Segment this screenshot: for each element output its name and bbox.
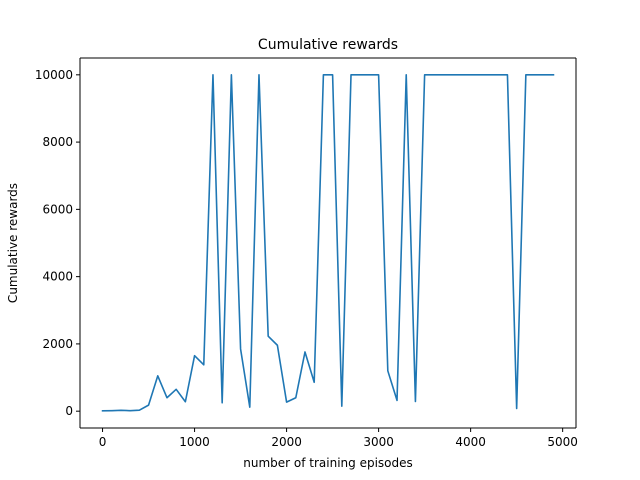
chart-title: Cumulative rewards	[258, 37, 398, 53]
x-tick-label: 3000	[363, 435, 394, 449]
x-axis-label: number of training episodes	[243, 456, 413, 470]
y-tick-label: 6000	[42, 202, 73, 216]
y-tick-label: 0	[65, 404, 73, 418]
y-axis-label: Cumulative rewards	[6, 183, 20, 303]
series-layer	[101, 74, 555, 412]
y-ticks: 0 2000 4000 6000 8000 10000	[35, 68, 80, 418]
series-line-0	[101, 74, 555, 412]
axes-layer	[79, 57, 577, 429]
x-tick-label: 5000	[547, 435, 578, 449]
x-tick-label: 4000	[455, 435, 486, 449]
x-ticks: 0 1000 2000 3000 4000 5000	[99, 428, 578, 449]
y-tick-label: 8000	[42, 135, 73, 149]
y-tick-label: 4000	[42, 270, 73, 284]
plot-area	[80, 58, 576, 428]
y-tick-label: 2000	[42, 337, 73, 351]
y-tick-label: 10000	[35, 68, 73, 82]
x-tick-label: 2000	[271, 435, 302, 449]
x-tick-label: 0	[99, 435, 107, 449]
x-tick-label: 1000	[179, 435, 210, 449]
